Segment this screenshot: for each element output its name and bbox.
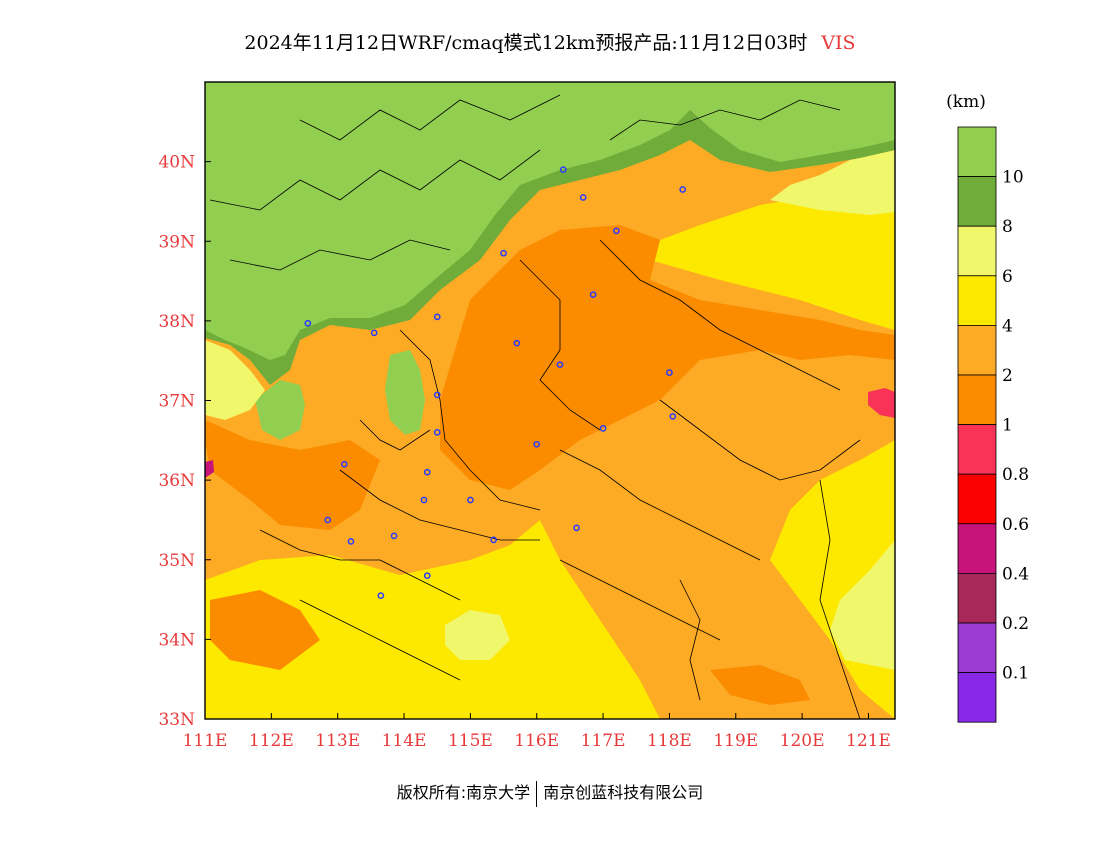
x-tick-label: 116E <box>514 731 559 751</box>
station-marker <box>533 440 541 448</box>
station-marker <box>579 194 587 201</box>
y-tick-label: 33N <box>158 710 195 730</box>
station-marker <box>556 361 564 369</box>
y-tick-label: 37N <box>158 392 195 412</box>
vis-field-northeast-lightyellow <box>770 150 895 215</box>
title-main: 2024年11月12日WRF/cmaq模式12km预报产品:11月12日03时 <box>244 32 808 54</box>
colorbar-swatch <box>957 622 997 673</box>
station-marker <box>347 538 355 545</box>
vis-field-south-yellow <box>205 520 660 719</box>
station-marker <box>324 516 332 524</box>
station-markers <box>304 166 687 599</box>
x-tick-label: 113E <box>315 731 360 751</box>
vis-field-southeast-orange <box>710 665 810 705</box>
y-tick-label: 34N <box>158 630 195 650</box>
vis-field-west-red <box>205 460 214 478</box>
colorbar-swatch <box>957 374 997 425</box>
vis-field-west-orange <box>205 420 380 530</box>
station-marker <box>420 496 428 504</box>
vis-field-south-orange <box>210 590 320 670</box>
x-tick-label: 111E <box>183 731 228 751</box>
x-tick-label: 120E <box>780 731 825 751</box>
colorbar-label: 10 <box>1002 168 1024 188</box>
colorbar-label: 0.6 <box>1002 515 1029 535</box>
colorbar-swatch <box>957 473 997 525</box>
station-marker <box>433 429 441 436</box>
y-tick-label: 35N <box>158 551 195 571</box>
station-marker <box>500 249 507 257</box>
station-marker <box>599 425 607 432</box>
colorbar-label: 0.1 <box>1002 664 1029 684</box>
station-marker <box>377 592 385 599</box>
colorbar-swatch <box>957 672 997 723</box>
colorbar-label: 0.8 <box>1002 465 1029 485</box>
map-field <box>205 82 895 719</box>
station-marker <box>433 313 441 321</box>
station-marker <box>390 532 398 540</box>
vis-field-east-yellow <box>650 180 895 330</box>
station-marker <box>669 413 677 420</box>
colorbar-unit: (km) <box>946 92 986 112</box>
vis-field-northwest-green <box>205 82 895 360</box>
province-boundaries <box>209 94 861 719</box>
title-variable: VIS <box>821 32 856 54</box>
colorbar-swatch <box>957 324 997 376</box>
x-tick-label: 117E <box>581 731 626 751</box>
y-tick-label: 38N <box>158 312 195 332</box>
station-marker <box>573 524 580 532</box>
station-marker <box>423 572 431 580</box>
x-tick-label: 118E <box>647 731 692 751</box>
colorbar-swatch <box>957 523 997 574</box>
station-marker <box>304 319 312 327</box>
x-tick-label: 119E <box>713 731 758 751</box>
x-tick-label: 112E <box>249 731 294 751</box>
station-marker <box>433 391 441 399</box>
station-marker <box>679 186 687 193</box>
colorbar-swatch <box>957 275 997 326</box>
colorbar-label: 1 <box>1002 416 1013 436</box>
station-marker <box>370 329 378 337</box>
colorbar-label: 2 <box>1002 366 1013 386</box>
colorbar-swatch <box>957 573 997 624</box>
vis-field-west-lightyellow <box>205 340 265 420</box>
footer: 版权所有:南京大学 南京创蓝科技有限公司 <box>0 779 1100 807</box>
station-marker <box>340 460 348 468</box>
footer-copyright: 版权所有:南京大学 <box>396 783 531 802</box>
station-marker <box>666 369 673 376</box>
station-marker <box>513 339 521 347</box>
vis-field-central-orange <box>440 225 895 490</box>
colorbar-label: 0.4 <box>1002 564 1029 584</box>
vis-field-southeast-lightyellow <box>830 540 895 670</box>
station-marker <box>423 468 431 476</box>
y-tick-label: 39N <box>158 232 195 252</box>
station-marker <box>612 227 620 235</box>
colorbar-swatch <box>957 424 997 475</box>
map-axes: 111E 112E 113E 114E 115E 116E 117E 118E 119E 120E… <box>158 153 890 751</box>
vis-field-green-pocket-2 <box>255 380 305 440</box>
chart-title: 2024年11月12日WRF/cmaq模式12km预报产品:11月12日03时 V… <box>0 28 1100 55</box>
colorbar: 10 8 6 4 2 1 0.8 0.6 0.4 0.2 0.1 <box>957 126 1029 723</box>
vis-field-east-red <box>868 388 895 418</box>
colorbar-label: 8 <box>1002 217 1013 237</box>
x-tick-label: 115E <box>448 731 493 751</box>
colorbar-label: 6 <box>1002 267 1013 287</box>
station-marker <box>559 166 567 173</box>
colorbar-swatch <box>957 126 997 177</box>
colorbar-swatch <box>957 225 997 277</box>
y-tick-label: 36N <box>158 471 195 491</box>
footer-company: 南京创蓝科技有限公司 <box>543 783 704 802</box>
x-tick-label: 121E <box>846 731 891 751</box>
footer-separator <box>536 780 538 807</box>
vis-field-south-lightyellow <box>445 610 510 660</box>
station-marker <box>490 536 497 544</box>
colorbar-swatch <box>957 176 997 227</box>
colorbar-label: 0.2 <box>1002 614 1029 634</box>
x-tick-label: 114E <box>382 731 427 751</box>
station-marker <box>589 291 597 298</box>
y-tick-label: 40N <box>158 153 195 173</box>
vis-field-green-pocket <box>385 350 425 435</box>
station-marker <box>467 496 474 504</box>
colorbar-label: 4 <box>1002 316 1013 336</box>
